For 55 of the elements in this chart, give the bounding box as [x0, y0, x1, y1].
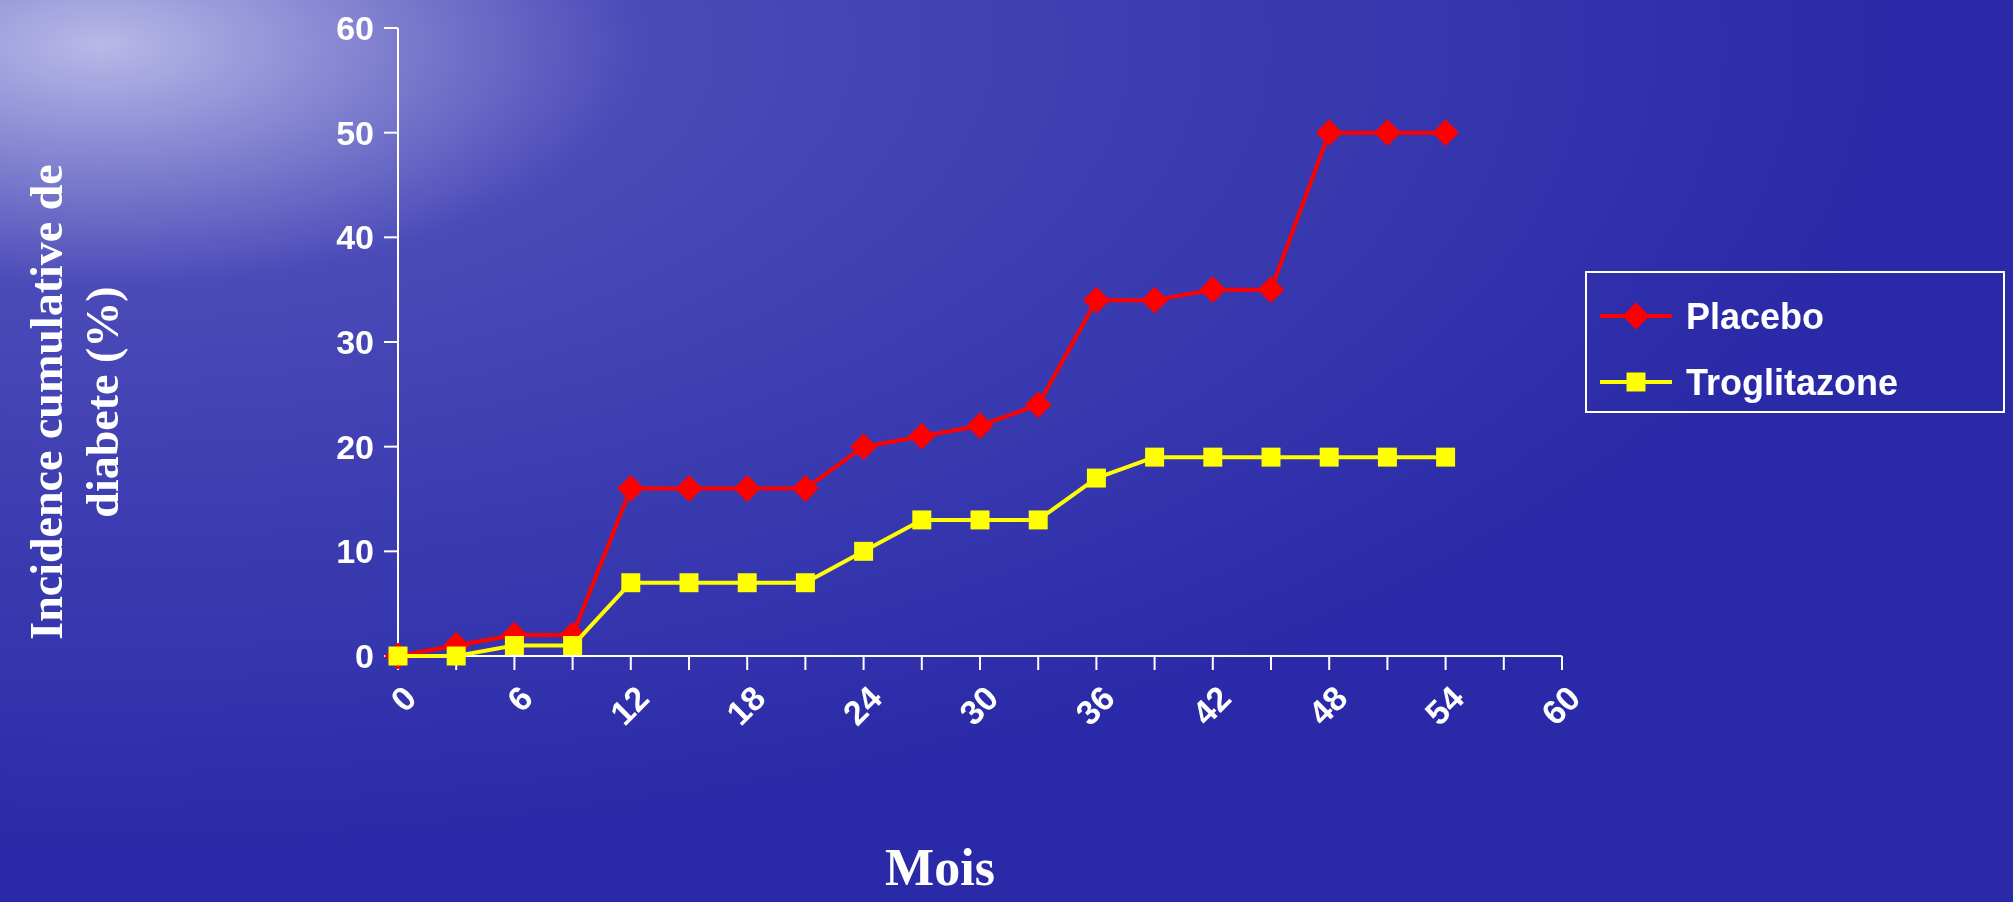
- point: [1261, 447, 1281, 467]
- legend-label: Placebo: [1686, 295, 1825, 337]
- x-tick-label: 48: [1300, 678, 1355, 733]
- point: [1203, 447, 1223, 467]
- point: [791, 475, 819, 502]
- y-axis-title: Incidence cumulative de diabete (%): [21, 164, 128, 640]
- y-tick-label: 10: [336, 532, 374, 571]
- point: [1257, 276, 1285, 304]
- point: [733, 475, 761, 502]
- point: [621, 573, 641, 593]
- y-tick-label: 50: [336, 113, 374, 152]
- point: [912, 510, 932, 530]
- x-tick-label: 30: [951, 678, 1006, 733]
- x-tick-label: 18: [718, 678, 773, 733]
- y-tick-label: 0: [355, 636, 374, 675]
- x-tick-label: 36: [1068, 678, 1122, 733]
- y-tick-label: 30: [336, 322, 374, 361]
- x-tick-label: 6: [499, 678, 540, 719]
- y-tick-label: 20: [336, 427, 374, 466]
- point: [908, 422, 936, 450]
- y-tick-label: 60: [336, 8, 374, 47]
- x-axis-title: Mois: [885, 839, 995, 896]
- point: [679, 573, 699, 593]
- x-tick-label: 42: [1184, 678, 1239, 733]
- point: [737, 573, 757, 593]
- point: [966, 412, 994, 440]
- point: [1145, 447, 1165, 467]
- point: [563, 636, 583, 656]
- point: [1086, 468, 1106, 488]
- point: [675, 475, 703, 502]
- point: [854, 541, 874, 561]
- point: [970, 510, 990, 530]
- point: [446, 646, 466, 666]
- point: [1373, 119, 1401, 147]
- x-tick-label: 54: [1417, 678, 1472, 733]
- y-tick-label: 40: [336, 218, 374, 257]
- point: [1432, 119, 1460, 147]
- x-tick-label: 0: [383, 678, 424, 719]
- point: [1319, 447, 1339, 467]
- point: [504, 636, 524, 656]
- point: [617, 475, 645, 502]
- x-tick-label: 12: [602, 678, 657, 733]
- x-tick-label: 24: [835, 678, 890, 733]
- point: [1141, 286, 1169, 314]
- point: [850, 433, 878, 461]
- point: [1082, 286, 1110, 314]
- point: [1436, 447, 1456, 467]
- point: [1199, 276, 1227, 304]
- point: [1024, 391, 1052, 419]
- legend-label: Troglitazone: [1686, 361, 1899, 403]
- x-tick-label: 60: [1533, 678, 1588, 733]
- point: [1315, 119, 1343, 147]
- point: [1377, 447, 1397, 467]
- point: [1028, 510, 1048, 530]
- point: [795, 573, 815, 593]
